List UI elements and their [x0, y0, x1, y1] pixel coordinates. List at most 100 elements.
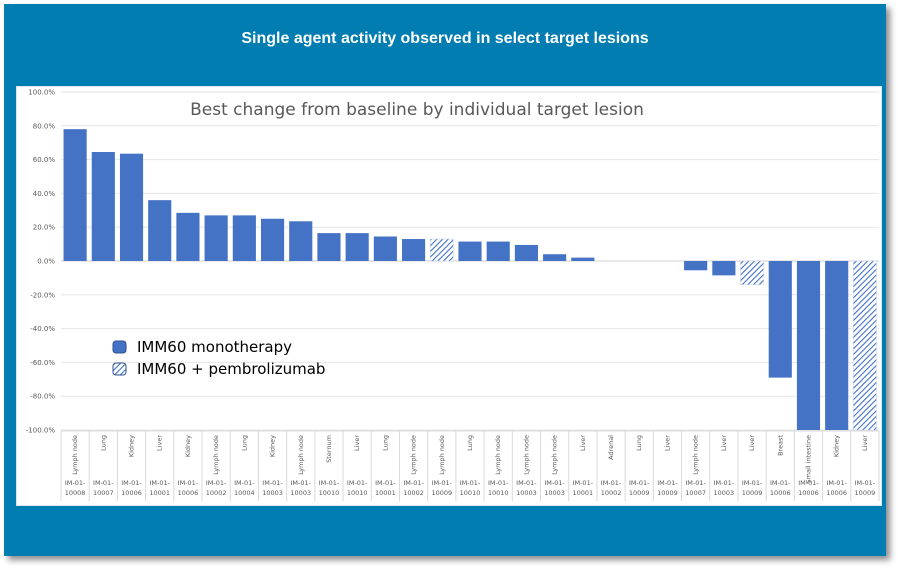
category-patient-label: IM-01-: [121, 479, 142, 487]
bar: [345, 233, 369, 261]
category-patient-label: IM-01-: [629, 479, 650, 487]
category-lesion-label: Liver: [861, 435, 869, 451]
bar: [712, 261, 736, 276]
category-patient-id: 10002: [601, 489, 622, 497]
category-patient-label: IM-01-: [403, 479, 424, 487]
bar: [260, 218, 285, 261]
category-lesion-label: Liver: [156, 435, 164, 451]
category-lesion-label: Kidney: [833, 435, 841, 457]
slide-title: Single agent activity observed in select…: [241, 30, 649, 47]
category-lesion-label: Lymph node: [494, 435, 502, 475]
category-patient-id: 10001: [149, 489, 170, 497]
bar: [429, 238, 454, 262]
category-lesion-label: Lymph node: [297, 435, 305, 475]
bar: [514, 244, 538, 261]
category-patient-label: IM-01-: [544, 479, 565, 487]
category-patient-id: 10002: [206, 489, 227, 497]
category-lesion-label: Lymph node: [522, 435, 530, 475]
chart-panel: 100.0% 80.0% 60.0% 40.0% 20.0% 0.0% -20.0% -40.…: [16, 86, 882, 506]
category-lesion-label: Liver: [353, 435, 361, 451]
bar: [63, 129, 87, 261]
bar: [91, 151, 115, 261]
category-patient-label: IM-01-: [488, 479, 509, 487]
bars: [63, 129, 877, 431]
category-patient-id: 10002: [403, 489, 424, 497]
category-lesion-label: Liver: [748, 435, 756, 451]
category-patient-id: 10008: [65, 489, 86, 497]
category-lesion-label: Lymph node: [212, 435, 220, 475]
bar: [119, 153, 144, 261]
bar: [853, 260, 877, 431]
legend-hatched-swatch: [112, 362, 127, 376]
slide-background: Single agent activity observed in select…: [4, 4, 886, 556]
y-tick-label: 40.0%: [33, 190, 56, 198]
category-lesion-label: Breast: [776, 435, 784, 456]
bar: [825, 261, 849, 430]
category-patient-label: IM-01-: [234, 479, 255, 487]
category-patient-label: IM-01-: [291, 479, 312, 487]
bar: [232, 215, 256, 261]
category-lesion-label: Adrenal: [607, 435, 615, 460]
category-patient-id: 10006: [798, 489, 819, 497]
category-patient-label: IM-01-: [657, 479, 678, 487]
bar: [740, 260, 764, 285]
category-lesion-label: Lymph node: [692, 435, 700, 475]
bar: [486, 241, 510, 261]
category-patient-id: 10003: [516, 489, 537, 497]
category-patient-label: IM-01-: [742, 479, 763, 487]
bar: [543, 254, 567, 261]
y-tick-label: 60.0%: [33, 156, 56, 164]
bar: [176, 212, 200, 261]
category-lesion-label: Lung: [466, 435, 474, 451]
category-patient-label: IM-01-: [319, 479, 340, 487]
category-patient-label: IM-01-: [573, 479, 594, 487]
category-lesion-label: Kidney: [184, 435, 192, 457]
y-tick-label: -60.0%: [30, 359, 55, 367]
category-axis: Lymph node IM-01- 10008 Lung IM-01- 10007 Kidn…: [60, 430, 880, 501]
y-axis-ticks: 100.0% 80.0% 60.0% 40.0% 20.0% 0.0% -20.0% -40.…: [26, 89, 56, 435]
category-patient-id: 10006: [770, 489, 791, 497]
category-lesion-label: Liver: [579, 435, 587, 451]
category-lesion-label: Liver: [663, 435, 671, 451]
category-lesion-label: Lung: [381, 435, 389, 451]
legend-label: IMM60 + pembrolizumab: [137, 360, 325, 378]
category-lesion-label: Kidney: [269, 435, 277, 457]
category-patient-label: IM-01-: [149, 479, 170, 487]
legend: IMM60 monotherapy IMM60 + pembrolizumab: [112, 338, 325, 378]
category-patient-label: IM-01-: [65, 479, 86, 487]
category-patient-label: IM-01-: [347, 479, 368, 487]
category-lesion-label: Lung: [99, 435, 107, 451]
category-patient-id: 10006: [121, 489, 142, 497]
category-patient-id: 10009: [629, 489, 650, 497]
category-patient-label: IM-01-: [826, 479, 847, 487]
category-patient-id: 10009: [657, 489, 678, 497]
category-patient-label: IM-01-: [262, 479, 283, 487]
category-patient-label: IM-01-: [685, 479, 706, 487]
bar: [571, 257, 595, 261]
category-patient-label: IM-01-: [375, 479, 396, 487]
category-lesion-label: Small intestine: [804, 435, 812, 483]
category-patient-id: 10001: [572, 489, 593, 497]
category-lesion-label: Lung: [635, 435, 643, 451]
category-patient-id: 10010: [347, 489, 368, 497]
category-lesion-label: Lymph node: [410, 435, 418, 475]
category-patient-id: 10006: [826, 489, 847, 497]
y-tick-label: 100.0%: [28, 89, 55, 97]
bar: [317, 233, 341, 261]
chart-title: Best change from baseline by individual …: [190, 100, 644, 120]
bar: [768, 261, 792, 378]
category-patient-label: IM-01-: [798, 479, 819, 487]
y-tick-label: -80.0%: [30, 393, 55, 401]
y-tick-label: 20.0%: [33, 224, 56, 232]
bar: [684, 261, 708, 271]
category-patient-id: 10006: [178, 489, 199, 497]
category-lesion-label: Lung: [240, 435, 248, 451]
category-patient-id: 10003: [544, 489, 565, 497]
category-patient-id: 10009: [431, 489, 452, 497]
category-patient-label: IM-01-: [460, 479, 481, 487]
category-patient-label: IM-01-: [206, 479, 227, 487]
category-patient-label: IM-01-: [770, 479, 791, 487]
bar: [204, 215, 228, 261]
y-tick-label: -100.0%: [26, 427, 56, 435]
legend-label: IMM60 monotherapy: [137, 338, 292, 356]
